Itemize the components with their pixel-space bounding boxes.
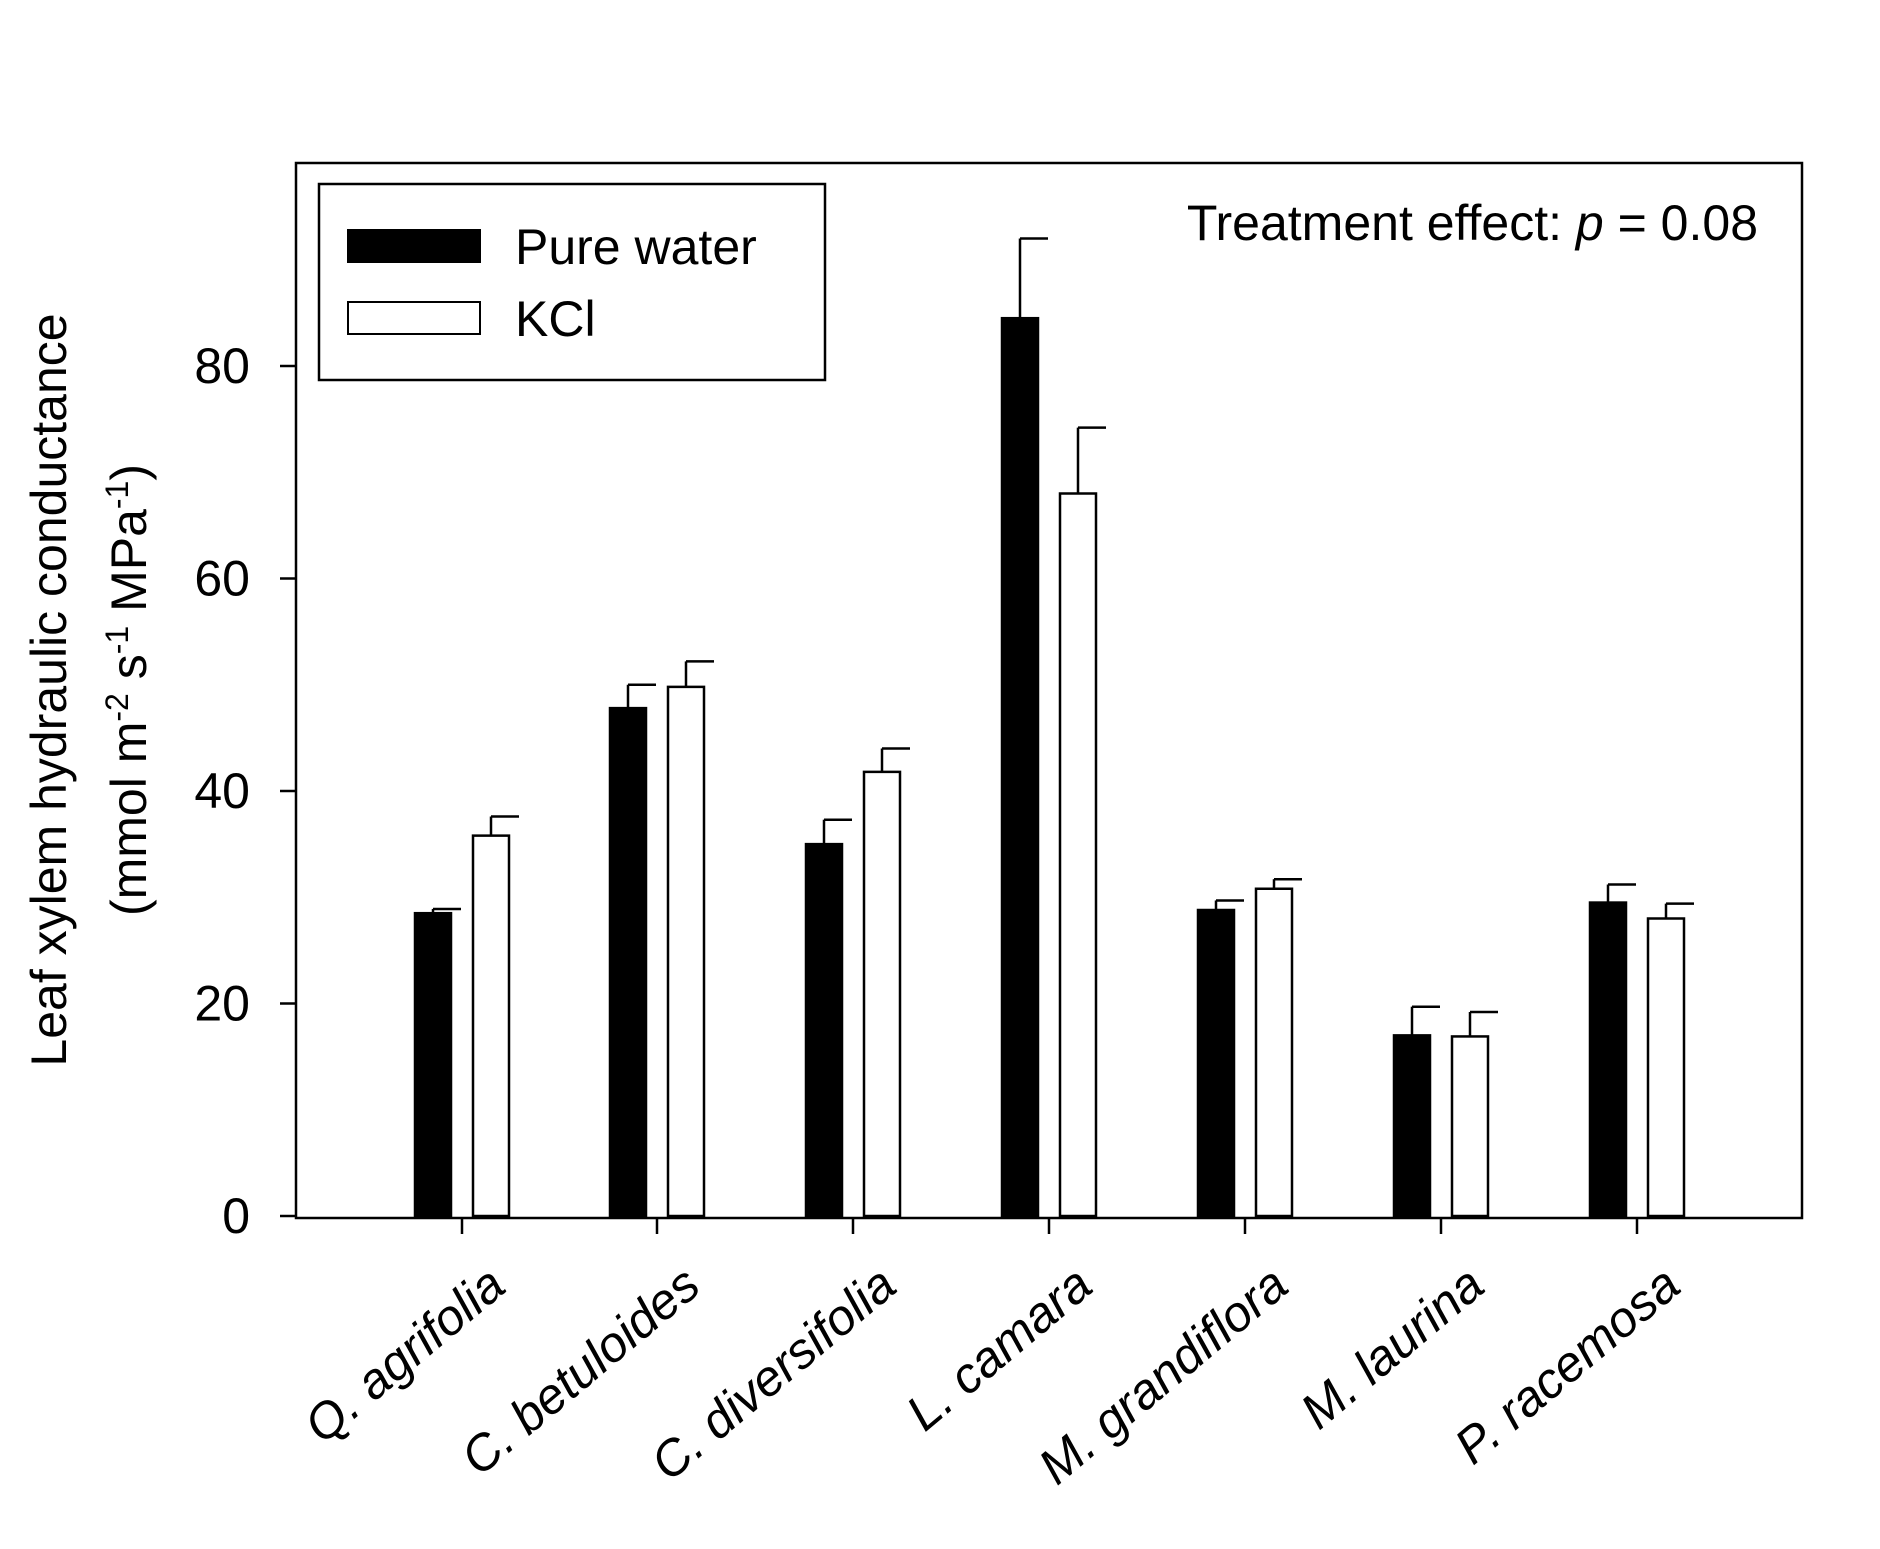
- y-tick-label-80: 80: [194, 338, 250, 394]
- y-axis-label-line2: (mmol m-2 s-1 MPa-1): [99, 464, 157, 916]
- y-axis: 0 20 40 60 80: [194, 338, 296, 1244]
- legend-label-pure-water: Pure water: [515, 219, 757, 275]
- bar-pure-water-1: [608, 706, 648, 1218]
- category-label-5: M. laurina: [1290, 1256, 1494, 1440]
- bar-kcl-3: [1058, 492, 1098, 1218]
- bar-pure-water-4: [1196, 908, 1236, 1218]
- treatment-effect-annotation: Treatment effect: p = 0.08: [1187, 195, 1758, 251]
- x-axis: [460, 1218, 1639, 1234]
- bar-kcl-1: [666, 685, 706, 1218]
- y-tick-label-20: 20: [194, 976, 250, 1032]
- legend-swatch-pure-water: [347, 229, 481, 263]
- legend-label-kcl: KCl: [515, 291, 596, 347]
- bar-kcl-5: [1450, 1035, 1490, 1218]
- y-tick-label-60: 60: [194, 551, 250, 607]
- bar-kcl-0: [471, 834, 511, 1218]
- bar-pure-water-5: [1392, 1034, 1432, 1218]
- bar-kcl-4: [1254, 887, 1294, 1218]
- category-label-3: L. camara: [896, 1256, 1102, 1442]
- legend-swatch-kcl: [347, 301, 481, 335]
- bar-pure-water-0: [413, 911, 453, 1218]
- bar-kcl-2: [862, 770, 902, 1218]
- legend-box: [317, 182, 827, 382]
- bar-pure-water-3: [1000, 316, 1040, 1218]
- bar-pure-water-6: [1588, 901, 1628, 1218]
- y-tick-label-40: 40: [194, 763, 250, 819]
- legend: Pure water KCl: [317, 182, 827, 382]
- error-bar-group: [431, 237, 1694, 1037]
- bar-pure-water-2: [804, 842, 844, 1218]
- bar-kcl-6: [1646, 917, 1686, 1218]
- bar-series-group: [413, 316, 1686, 1218]
- y-tick-label-0: 0: [222, 1188, 250, 1244]
- y-axis-label-line1: Leaf xylem hydraulic conductance: [21, 313, 77, 1066]
